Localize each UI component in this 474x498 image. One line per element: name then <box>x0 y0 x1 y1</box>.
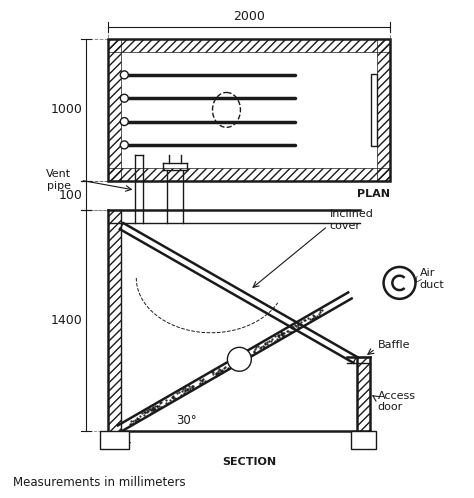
Circle shape <box>383 267 416 299</box>
Text: 30°: 30° <box>176 413 197 426</box>
Text: 1000: 1000 <box>51 104 82 117</box>
Bar <box>356 357 370 431</box>
Text: PLAN: PLAN <box>356 189 390 199</box>
Text: Measurements in millimeters: Measurements in millimeters <box>13 476 185 490</box>
Text: 100: 100 <box>59 189 82 202</box>
Bar <box>109 39 121 181</box>
Bar <box>100 431 129 449</box>
Bar <box>109 168 390 181</box>
Bar <box>109 39 390 181</box>
Circle shape <box>120 118 128 125</box>
Circle shape <box>120 71 128 79</box>
Text: SECTION: SECTION <box>222 457 276 468</box>
Circle shape <box>120 118 128 125</box>
Bar <box>109 210 121 431</box>
Circle shape <box>120 141 128 149</box>
Bar <box>371 74 376 145</box>
Circle shape <box>120 141 128 149</box>
Circle shape <box>120 94 128 102</box>
Text: 1400: 1400 <box>51 314 82 327</box>
Bar <box>109 39 390 52</box>
Text: Vent
pipe: Vent pipe <box>46 169 71 191</box>
Text: 2000: 2000 <box>233 9 265 23</box>
Text: Access
door: Access door <box>378 391 416 412</box>
Bar <box>351 431 375 449</box>
Circle shape <box>228 347 251 371</box>
Text: Air
duct: Air duct <box>419 268 444 290</box>
Circle shape <box>120 94 128 102</box>
Circle shape <box>120 71 128 79</box>
Text: Inclined
cover: Inclined cover <box>330 209 374 231</box>
Bar <box>376 39 390 181</box>
Text: Baffle: Baffle <box>378 340 410 350</box>
